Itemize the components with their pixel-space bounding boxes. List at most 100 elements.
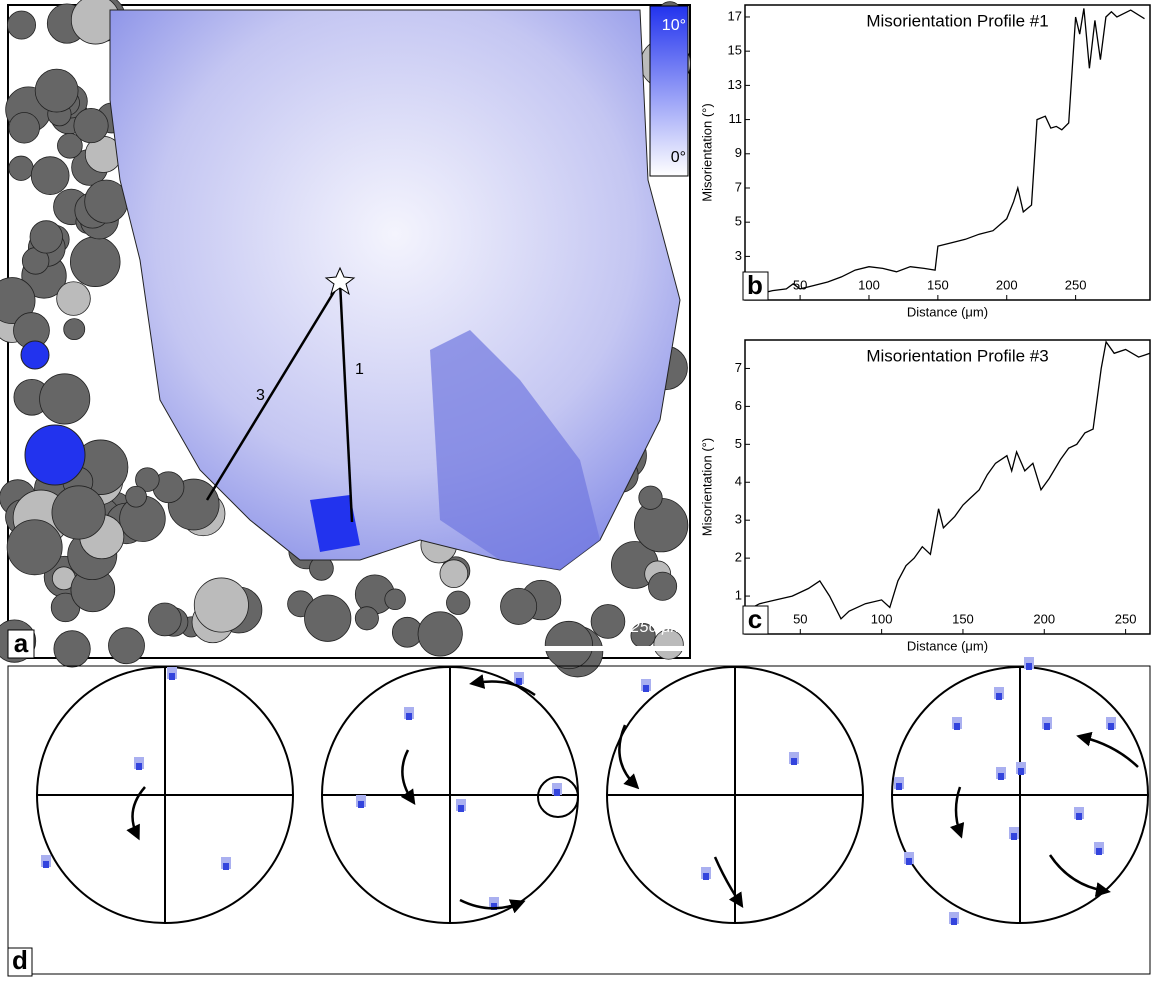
pole-spot bbox=[1076, 813, 1082, 820]
rotation-arrow bbox=[469, 674, 536, 697]
pole-spot bbox=[998, 773, 1004, 780]
pole-spot bbox=[1011, 833, 1017, 840]
pole-spot bbox=[1044, 723, 1050, 730]
rotation-arrow bbox=[400, 749, 416, 805]
rotation-arrow bbox=[713, 856, 744, 909]
panel-frame bbox=[7, 665, 1151, 975]
panel-label-box bbox=[742, 271, 769, 301]
gray-grain bbox=[108, 627, 145, 665]
gray-grain bbox=[147, 602, 182, 637]
panel-label: a bbox=[14, 628, 29, 658]
rotation-arrow bbox=[126, 786, 146, 841]
gray-grain bbox=[648, 571, 678, 601]
rotation-arrow bbox=[459, 898, 526, 914]
gray-grain bbox=[53, 630, 91, 668]
gray-grain bbox=[384, 588, 406, 611]
gray-grain bbox=[51, 485, 106, 540]
y-tick-label: 13 bbox=[728, 77, 742, 92]
gray-grain bbox=[439, 559, 469, 589]
gray-grain bbox=[500, 587, 538, 625]
pole-spot bbox=[954, 723, 960, 730]
plot-frame bbox=[744, 4, 1151, 301]
y-tick-label: 15 bbox=[728, 43, 742, 58]
x-tick-label: 200 bbox=[996, 277, 1018, 292]
x-tick-label: 100 bbox=[871, 611, 893, 626]
y-tick-label: 6 bbox=[735, 398, 742, 413]
y-tick-label: 17 bbox=[728, 8, 742, 23]
gray-grain bbox=[6, 519, 63, 576]
pole-spot bbox=[643, 685, 649, 692]
pole-spot bbox=[458, 805, 464, 812]
rotation-arrow bbox=[1076, 731, 1139, 768]
pole-spot bbox=[406, 713, 412, 720]
rotation-arrow bbox=[618, 724, 640, 790]
gray-grain bbox=[590, 604, 626, 639]
pole-spot bbox=[791, 758, 797, 765]
x-tick-label: 250 bbox=[1065, 277, 1087, 292]
y-tick-label: 5 bbox=[735, 436, 742, 451]
pole-spot bbox=[1018, 768, 1024, 775]
profile-label: 1 bbox=[355, 361, 364, 378]
pole-spot bbox=[169, 673, 175, 680]
gray-grain bbox=[544, 620, 593, 670]
y-tick-label: 3 bbox=[735, 512, 742, 527]
panel-label: c bbox=[748, 604, 762, 634]
scale-bar bbox=[468, 646, 686, 651]
pole-spot bbox=[996, 693, 1002, 700]
pole-spot bbox=[136, 763, 142, 770]
blue-grain bbox=[24, 424, 86, 486]
blue-grain bbox=[310, 495, 360, 552]
chart-title: Misorientation Profile #3 bbox=[866, 346, 1048, 365]
gray-grain bbox=[0, 277, 36, 325]
gray-grain bbox=[638, 485, 663, 510]
y-tick-label: 2 bbox=[735, 550, 742, 565]
gray-grain bbox=[7, 10, 37, 40]
profile-line bbox=[205, 281, 342, 501]
panel-label-box bbox=[7, 947, 33, 977]
pole-spot bbox=[223, 863, 229, 870]
x-tick-label: 100 bbox=[858, 277, 880, 292]
scale-max: 10° bbox=[662, 17, 686, 34]
gray-grain bbox=[446, 590, 471, 615]
gray-grain bbox=[354, 606, 379, 631]
gray-grain bbox=[125, 485, 147, 508]
gray-grain bbox=[653, 629, 684, 660]
subgrain-region bbox=[430, 330, 600, 570]
pole-spot bbox=[1108, 723, 1114, 730]
pole-spot bbox=[951, 918, 957, 925]
rotation-arrow bbox=[1048, 854, 1111, 897]
y-tick-label: 1 bbox=[735, 588, 742, 603]
gray-grain bbox=[57, 132, 83, 159]
gray-grain bbox=[30, 156, 70, 195]
gray-grain bbox=[135, 467, 160, 492]
y-tick-label: 5 bbox=[735, 214, 742, 229]
pole-spot bbox=[703, 873, 709, 880]
gray-grain bbox=[73, 108, 109, 144]
pole-figures: d {111}{110}{100}{112} bbox=[7, 657, 1151, 977]
gray-grain bbox=[193, 577, 249, 633]
panel-label: b bbox=[747, 270, 763, 300]
gray-grain bbox=[56, 281, 91, 316]
pole-spot bbox=[491, 903, 497, 910]
gray-grain bbox=[34, 68, 79, 113]
panel-label-box bbox=[7, 629, 35, 659]
pole-spot bbox=[1096, 848, 1102, 855]
pole-spot bbox=[554, 789, 560, 796]
x-tick-label: 150 bbox=[927, 277, 949, 292]
panel-label-box bbox=[742, 605, 769, 635]
pole-spot bbox=[43, 861, 49, 868]
gray-grain bbox=[39, 373, 91, 425]
x-tick-label: 250 bbox=[1115, 611, 1137, 626]
scale-min: 0° bbox=[671, 149, 686, 166]
y-tick-label: 3 bbox=[735, 248, 742, 263]
gray-grain bbox=[304, 594, 352, 642]
y-tick-label: 9 bbox=[735, 145, 742, 160]
x-tick-label: 50 bbox=[793, 277, 807, 292]
profile-label: 3 bbox=[256, 387, 265, 404]
profile-line bbox=[744, 340, 1151, 620]
gray-grain bbox=[29, 220, 63, 254]
gray-grain bbox=[63, 318, 86, 341]
